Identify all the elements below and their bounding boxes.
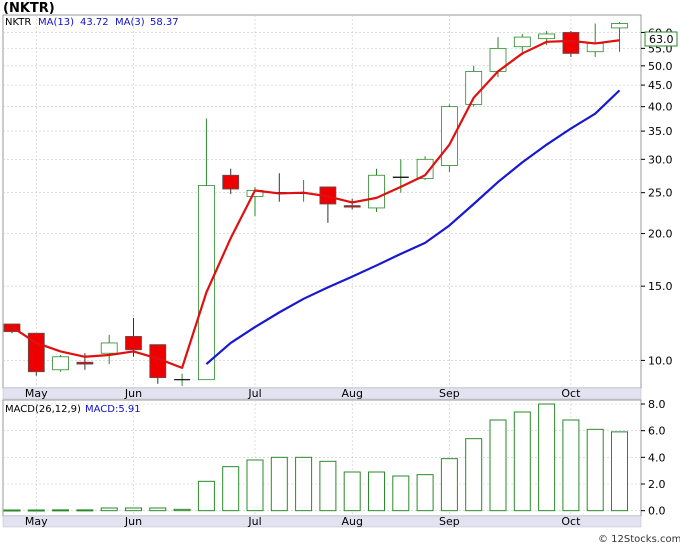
macd-bar	[489, 419, 507, 512]
macd-y-tick-label: 6.0	[648, 425, 666, 438]
candle-body-up	[611, 23, 628, 29]
macd-bar	[52, 509, 70, 512]
legend-ma3-value: 58.37	[150, 17, 179, 28]
last-price-label: 63.0	[649, 33, 674, 46]
legend-ma13-value: 43.72	[80, 17, 109, 28]
macd-bar	[100, 507, 118, 512]
price-y-tick-label: 50.0	[648, 60, 673, 73]
month-label: Jun	[124, 387, 142, 400]
month-axis-band-bottom	[2, 515, 642, 528]
macd-y-axis: 0.0 2.0 4.0 6.0 8.0	[641, 398, 666, 518]
macd-legend-title: MACD(26,12,9)	[5, 404, 81, 415]
month-label: Oct	[561, 515, 581, 528]
candle-body-down	[76, 361, 94, 365]
macd-bar	[465, 438, 483, 512]
ma3-line	[11, 39, 620, 369]
last-price-box	[644, 31, 678, 47]
month-label: Aug	[341, 515, 362, 528]
macd-bar	[173, 508, 191, 512]
macd-bars	[3, 403, 628, 512]
macd-y-tick-label: 0.0	[648, 505, 666, 518]
macd-bar	[586, 428, 604, 512]
macd-bar	[295, 456, 313, 512]
month-label: Sep	[439, 515, 460, 528]
month-label: Oct	[561, 387, 581, 400]
month-label: Jun	[124, 515, 142, 528]
month-label: Jul	[247, 387, 261, 400]
price-y-tick-label: 10.0	[648, 354, 673, 367]
price-y-tick-label: 20.0	[648, 228, 673, 241]
macd-bar	[368, 471, 385, 512]
candle-body-down	[125, 336, 142, 351]
price-y-tick-label: 25.0	[648, 187, 673, 200]
price-y-axis: 10.015.020.025.030.035.040.045.050.055.0…	[641, 26, 673, 367]
month-axis-top: May Jun Jul Aug Sep Oct	[25, 387, 581, 400]
macd-y-tick-label: 2.0	[648, 478, 666, 491]
month-label: May	[25, 387, 48, 400]
price-y-tick-label: 45.0	[648, 79, 673, 92]
month-axis-bottom: May Jun Jul Aug Sep Oct	[25, 515, 581, 528]
price-panel: 10.015.020.025.030.035.040.045.050.055.0…	[2, 14, 678, 389]
month-label: Jul	[247, 515, 261, 528]
macd-bar	[538, 403, 556, 512]
macd-bar	[222, 466, 240, 512]
credit-text: © 12Stocks.com	[598, 534, 680, 545]
macd-bar	[27, 509, 45, 512]
macd-bar	[270, 456, 288, 512]
candle-body-up	[197, 185, 215, 381]
month-label: Sep	[439, 387, 460, 400]
macd-bar	[416, 474, 434, 512]
candle-body-down	[562, 32, 580, 54]
candle-body-down	[27, 332, 45, 373]
macd-bar	[246, 459, 264, 512]
macd-bar	[197, 480, 215, 512]
candle-body-up	[100, 342, 118, 354]
macd-bar	[3, 509, 21, 512]
macd-bar	[513, 411, 531, 512]
legend-ma3-label: MA(3)	[115, 17, 145, 28]
legend-ma13-label: MA(13)	[38, 17, 74, 28]
price-y-tick-label: 40.0	[648, 101, 673, 114]
macd-bar	[319, 460, 337, 512]
candle-body-up	[368, 174, 385, 209]
candle-body-up	[52, 356, 69, 371]
month-label: May	[25, 515, 48, 528]
macd-bar	[611, 431, 628, 512]
legend-ticker: NKTR	[5, 17, 31, 28]
macd-bar	[562, 419, 580, 512]
macd-y-tick-label: 4.0	[648, 451, 666, 464]
macd-y-tick-label: 8.0	[648, 398, 666, 411]
macd-bar	[392, 475, 410, 512]
ma13-line	[205, 89, 621, 365]
macd-bar	[125, 507, 142, 512]
candle-body-up	[513, 36, 531, 48]
price-candles	[3, 22, 628, 386]
month-label: Aug	[341, 387, 362, 400]
candle-body-up	[416, 158, 434, 179]
chart-title: (NKTR)	[3, 1, 55, 16]
macd-bar	[76, 509, 94, 512]
price-y-tick-label: 30.0	[648, 153, 673, 166]
price-y-tick-label: 35.0	[648, 125, 673, 138]
macd-bar	[149, 507, 167, 512]
candle-body-down	[343, 205, 361, 208]
macd-bar	[440, 458, 458, 512]
candle-body-down	[222, 174, 240, 190]
macd-legend-value: MACD:5.91	[85, 404, 141, 415]
candle-body-up	[586, 43, 604, 53]
candle-body-up	[538, 33, 555, 40]
price-y-tick-label: 15.0	[648, 280, 673, 293]
price-ma-lines	[11, 39, 621, 369]
month-axis-band	[2, 387, 642, 400]
macd-bar	[343, 471, 361, 512]
macd-panel: 0.0 2.0 4.0 6.0 8.0 MACD(26,12,9) MACD:5.91	[2, 398, 666, 518]
